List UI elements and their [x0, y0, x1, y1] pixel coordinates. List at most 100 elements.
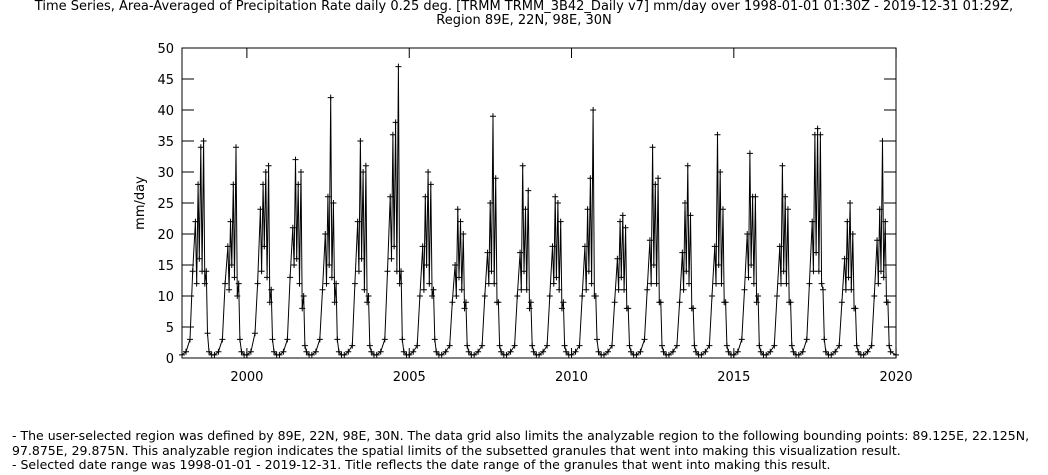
- data-point: [648, 280, 655, 287]
- data-point: [552, 193, 559, 200]
- data-point: [192, 218, 199, 225]
- data-point: [788, 342, 795, 349]
- data-point: [257, 206, 264, 213]
- data-point: [848, 286, 855, 293]
- data-point: [746, 150, 753, 157]
- data-point: [431, 336, 438, 343]
- y-tick-label: 15: [157, 259, 174, 274]
- data-point: [322, 231, 329, 237]
- data-point: [230, 181, 237, 188]
- data-point: [452, 262, 459, 268]
- data-point: [228, 262, 235, 268]
- data-point: [312, 348, 319, 355]
- data-point: [625, 305, 632, 312]
- data-point: [388, 255, 395, 262]
- data-point: [395, 63, 402, 70]
- data-point: [487, 200, 494, 206]
- data-point: [774, 293, 780, 299]
- data-point: [236, 336, 243, 343]
- data-point: [815, 268, 822, 275]
- data-point: [364, 299, 371, 306]
- data-point: [821, 336, 828, 343]
- data-point: [657, 299, 664, 306]
- data-point: [530, 348, 537, 355]
- data-point: [446, 342, 453, 349]
- data-point: [419, 243, 426, 250]
- data-point: [396, 280, 403, 287]
- data-point: [335, 348, 342, 355]
- data-point: [219, 336, 226, 343]
- data-point: [193, 280, 200, 287]
- data-point: [722, 299, 729, 306]
- chart-subtitle: Region 89E, 22N, 98E, 30N: [436, 13, 612, 28]
- data-point: [391, 243, 398, 250]
- data-point: [752, 193, 759, 200]
- data-point: [471, 351, 478, 358]
- data-point: [377, 348, 384, 355]
- data-point: [692, 348, 699, 355]
- data-point: [783, 280, 790, 287]
- data-point: [211, 351, 218, 358]
- data-point: [204, 330, 211, 337]
- data-point: [600, 351, 607, 358]
- data-point: [201, 280, 208, 287]
- data-point: [268, 286, 275, 293]
- data-point: [523, 286, 530, 293]
- data-point: [841, 255, 848, 262]
- data-point: [558, 305, 565, 312]
- y-tick-label: 30: [157, 166, 174, 181]
- data-point: [414, 342, 421, 349]
- data-point: [360, 169, 367, 175]
- data-point: [196, 255, 203, 262]
- data-point: [799, 348, 806, 355]
- data-point: [234, 293, 241, 299]
- data-point: [587, 175, 594, 182]
- data-point: [658, 342, 665, 349]
- data-point: [745, 274, 752, 281]
- data-point: [484, 249, 491, 256]
- data-point: [522, 206, 529, 213]
- data-point: [496, 342, 503, 349]
- data-point: [853, 342, 860, 349]
- data-point: [503, 351, 510, 358]
- data-point: [460, 231, 467, 237]
- y-tick-label: 45: [157, 73, 174, 88]
- data-point: [324, 193, 331, 200]
- data-point: [319, 286, 326, 293]
- data-point: [709, 293, 716, 299]
- data-point: [836, 342, 843, 349]
- data-point: [615, 286, 622, 293]
- data-point: [266, 299, 273, 306]
- data-point: [725, 348, 732, 355]
- data-point: [738, 336, 745, 343]
- data-point: [358, 255, 365, 262]
- data-point: [852, 305, 859, 312]
- data-point: [398, 268, 405, 275]
- data-point: [491, 280, 498, 287]
- data-point: [646, 237, 653, 244]
- data-point: [803, 336, 810, 343]
- data-point: [563, 348, 570, 355]
- note-date-range: - Selected date range was 1998-01-01 - 2…: [12, 457, 831, 472]
- data-point: [296, 280, 303, 287]
- data-point: [365, 293, 372, 299]
- y-tick-label: 35: [157, 135, 174, 150]
- data-point: [581, 243, 588, 250]
- x-tick-label: 2020: [880, 370, 913, 385]
- data-point: [680, 286, 687, 293]
- data-point: [224, 243, 231, 250]
- data-point: [373, 351, 380, 358]
- data-point: [753, 299, 760, 306]
- data-point: [557, 218, 564, 225]
- data-point: [780, 268, 787, 275]
- data-point: [842, 286, 849, 293]
- data-point: [637, 348, 644, 355]
- data-point: [756, 342, 763, 349]
- data-point: [875, 280, 882, 287]
- y-tick-label: 50: [157, 42, 174, 57]
- series-line: [181, 66, 897, 356]
- data-point: [284, 336, 291, 343]
- data-point: [222, 280, 229, 287]
- data-point: [186, 336, 193, 343]
- data-point: [327, 94, 334, 101]
